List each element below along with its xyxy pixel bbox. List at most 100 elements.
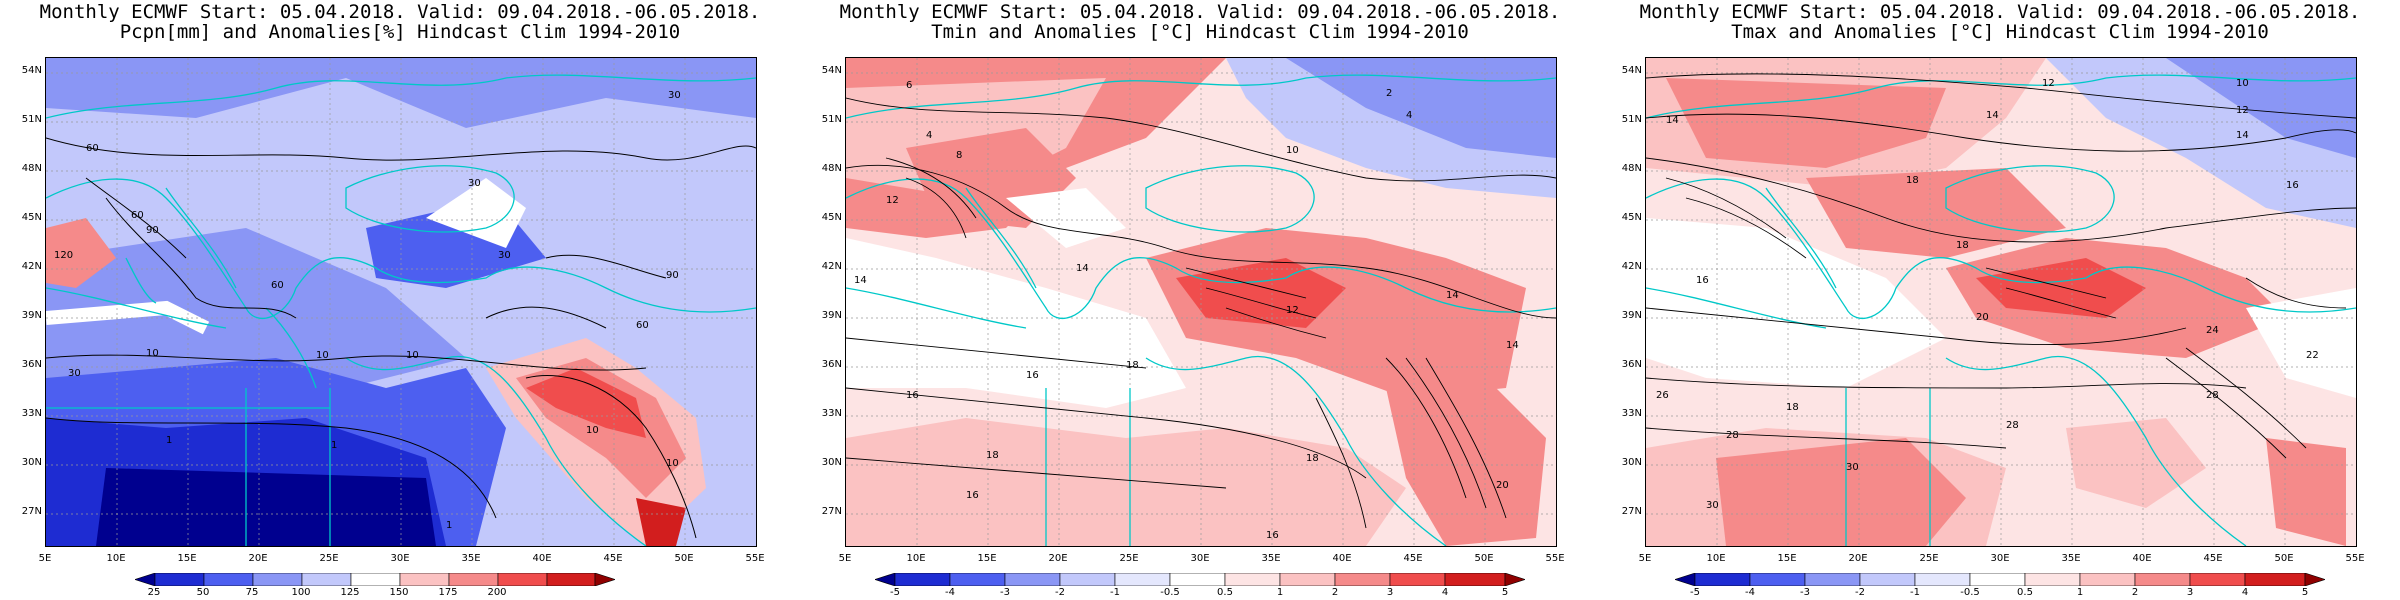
contour-label: 30 — [498, 250, 511, 261]
lat-label: 39N — [1621, 310, 1642, 321]
lat-label: 33N — [821, 408, 842, 419]
lon-label: 30E — [1190, 553, 1210, 564]
lat-label: 39N — [21, 310, 42, 321]
contour-label: 18 — [1306, 453, 1319, 464]
colorbar-label: -1 — [1110, 587, 1120, 598]
contour-label: 8 — [956, 150, 962, 161]
contour-label: 10 — [586, 425, 599, 436]
lon-label: 55E — [2345, 553, 2365, 564]
contour-label: 10 — [666, 458, 679, 469]
lon-label: 40E — [2132, 553, 2152, 564]
lat-label: 54N — [821, 65, 842, 76]
lon-label: 25E — [1119, 553, 1139, 564]
lon-label: 50E — [674, 553, 694, 564]
contour-label: 16 — [2286, 180, 2299, 191]
lat-label: 33N — [1621, 408, 1642, 419]
lon-label: 45E — [603, 553, 623, 564]
panel-title-line1: Monthly ECMWF Start: 05.04.2018. Valid: … — [1639, 1, 2361, 23]
contour-label: 1 — [331, 440, 337, 451]
contour-label: 28 — [2006, 420, 2019, 431]
lon-label: 25E — [319, 553, 339, 564]
contour-label: 26 — [1656, 390, 1669, 401]
lon-label: 30E — [390, 553, 410, 564]
lon-label: 40E — [532, 553, 552, 564]
lon-label: 35E — [461, 553, 481, 564]
lon-label: 30E — [1990, 553, 2010, 564]
contour-label: 30 — [1846, 462, 1859, 473]
tmin-map-svg: 6 2 4 4 8 10 12 14 14 12 16 16 18 18 16 … — [846, 58, 1556, 546]
colorbar-label: 100 — [291, 587, 311, 598]
lat-label: 36N — [21, 359, 42, 370]
contour-label: 2 — [1386, 88, 1392, 99]
contour-label: 16 — [1696, 275, 1709, 286]
contour-label: 18 — [1956, 240, 1969, 251]
lat-label: 27N — [1621, 506, 1642, 517]
tmin-map: 6 2 4 4 8 10 12 14 14 12 16 16 18 18 16 … — [845, 57, 1557, 547]
lon-label: 35E — [2061, 553, 2081, 564]
contour-label: 14 — [1446, 290, 1459, 301]
lon-label: 5E — [838, 553, 852, 564]
contour-label: 18 — [1786, 402, 1799, 413]
contour-label: 20 — [1976, 312, 1989, 323]
lat-label: 30N — [821, 457, 842, 468]
lon-label: 25E — [1919, 553, 1939, 564]
precip-panel: Monthly ECMWF Start: 05.04.2018. Valid: … — [0, 0, 800, 600]
tmax-map: 12 14 10 12 14 14 16 18 16 20 18 18 22 2… — [1645, 57, 2357, 547]
tmax-map-svg: 12 14 10 12 14 14 16 18 16 20 18 18 22 2… — [1646, 58, 2356, 546]
lon-label: 5E — [38, 553, 52, 564]
contour-label: 10 — [1286, 145, 1299, 156]
lat-label: 48N — [821, 163, 842, 174]
lat-label: 54N — [21, 65, 42, 76]
contour-label: 16 — [966, 490, 979, 501]
colorbar-label: 5 — [2301, 587, 2309, 598]
contour-label: 6 — [906, 80, 912, 91]
contour-label: 14 — [1986, 110, 1999, 121]
contour-label: 30 — [468, 178, 481, 189]
colorbar-label: 0.5 — [1217, 587, 1233, 598]
contour-label: 1 — [446, 520, 452, 531]
colorbar-label: 50 — [196, 587, 210, 598]
lat-label: 42N — [821, 261, 842, 272]
colorbar-label: -3 — [1000, 587, 1010, 598]
panel-title-line1: Monthly ECMWF Start: 05.04.2018. Valid: … — [39, 1, 761, 23]
lat-label: 30N — [21, 457, 42, 468]
contour-label: 16 — [1026, 370, 1039, 381]
precip-map: 30 60 60 120 90 30 30 60 90 60 10 10 10 … — [45, 57, 757, 547]
colorbar-label: 1 — [2076, 587, 2084, 598]
contour-label: 18 — [1126, 360, 1139, 371]
lon-label: 15E — [977, 553, 997, 564]
colorbar-label: -3 — [1800, 587, 1810, 598]
colorbar-label: 5 — [1501, 587, 1509, 598]
contour-label: 10 — [146, 348, 159, 359]
colorbar-label: -0.5 — [1160, 587, 1180, 598]
lon-label: 10E — [1706, 553, 1726, 564]
lat-label: 54N — [1621, 65, 1642, 76]
panel-title-line2: Tmax and Anomalies [°C] Hindcast Clim 19… — [1731, 21, 2269, 43]
colorbar-label: -2 — [1055, 587, 1065, 598]
panel-title-line2: Tmin and Anomalies [°C] Hindcast Clim 19… — [931, 21, 1469, 43]
colorbar-label: 200 — [487, 587, 507, 598]
tmin-colorbar — [875, 573, 1525, 586]
tmax-colorbar — [1675, 573, 2325, 586]
contour-label: 30 — [1706, 500, 1719, 511]
panel-title-line1: Monthly ECMWF Start: 05.04.2018. Valid: … — [839, 1, 1561, 23]
contour-label: 10 — [406, 350, 419, 361]
colorbar-label: 125 — [340, 587, 360, 598]
lon-label: 55E — [745, 553, 765, 564]
contour-label: 20 — [1496, 480, 1509, 491]
contour-label: 28 — [2206, 390, 2219, 401]
contour-label: 4 — [1406, 110, 1412, 121]
lon-label: 20E — [1848, 553, 1868, 564]
contour-label: 14 — [2236, 130, 2249, 141]
lat-label: 51N — [821, 114, 842, 125]
colorbar-label: -2 — [1855, 587, 1865, 598]
lon-label: 45E — [1403, 553, 1423, 564]
lon-label: 20E — [1048, 553, 1068, 564]
lon-label: 50E — [1474, 553, 1494, 564]
contour-label: 60 — [131, 210, 144, 221]
contour-label: 16 — [1266, 530, 1279, 541]
contour-label: 24 — [2206, 325, 2219, 336]
lat-label: 45N — [821, 212, 842, 223]
lat-label: 33N — [21, 408, 42, 419]
lon-label: 15E — [177, 553, 197, 564]
